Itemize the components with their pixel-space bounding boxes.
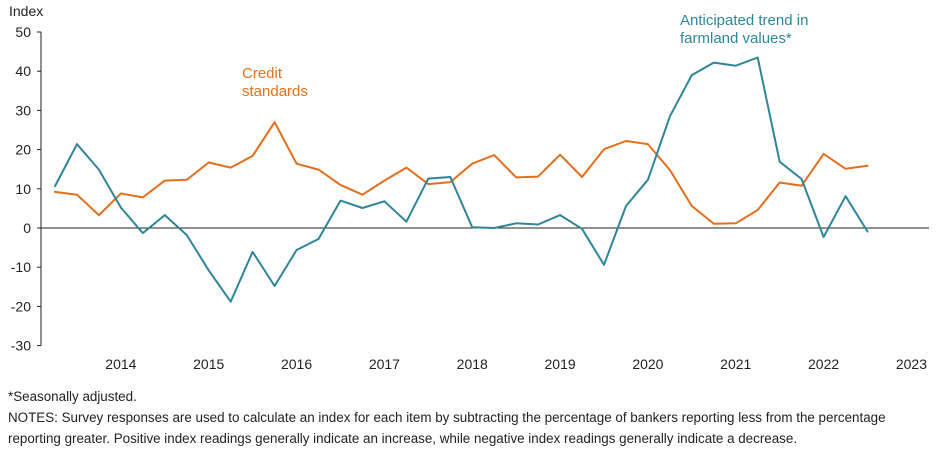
x-axis: 2014 2015 2016 2017 2018 2019 2020 2021 2022 2023 — [41, 227, 929, 372]
y-axis-label: Index — [9, 3, 43, 19]
y-tick-label: -20 — [11, 298, 31, 314]
x-tick-label: 2022 — [808, 356, 839, 372]
series-line-1 — [54, 56, 869, 303]
series-group — [54, 56, 869, 303]
y-tick-label: -10 — [11, 259, 31, 275]
y-tick-label: 40 — [15, 63, 31, 79]
x-tick-label: 2023 — [896, 356, 927, 372]
x-tick-label: 2020 — [632, 356, 663, 372]
series-label-0: Credit — [242, 65, 283, 82]
series-label-1: farmland values* — [680, 30, 792, 47]
x-tick-label: 2021 — [720, 356, 751, 372]
x-tick-label: 2016 — [281, 356, 312, 372]
series-label-0: standards — [242, 83, 308, 100]
x-tick-label: 2018 — [457, 356, 488, 372]
series-line-0 — [54, 121, 869, 225]
x-tick-label: 2017 — [369, 356, 400, 372]
y-axis: 50 40 30 20 10 0 -10 -20 -30 — [11, 24, 42, 354]
notes-block: *Seasonally adjusted. NOTES: Survey resp… — [8, 386, 933, 449]
series-label-1: Anticipated trend in — [680, 12, 808, 29]
y-tick-label: 30 — [15, 102, 31, 118]
x-tick-label: 2015 — [193, 356, 224, 372]
x-tick-label: 2014 — [105, 356, 136, 372]
footnote: *Seasonally adjusted. — [8, 389, 137, 404]
y-tick-label: -30 — [11, 338, 31, 354]
x-tick-label: 2019 — [545, 356, 576, 372]
y-tick-label: 10 — [15, 181, 31, 197]
y-tick-label: 20 — [15, 142, 31, 158]
y-tick-label: 0 — [23, 220, 31, 236]
notes-text: NOTES: Survey responses are used to calc… — [8, 410, 886, 446]
y-tick-label: 50 — [15, 24, 31, 40]
